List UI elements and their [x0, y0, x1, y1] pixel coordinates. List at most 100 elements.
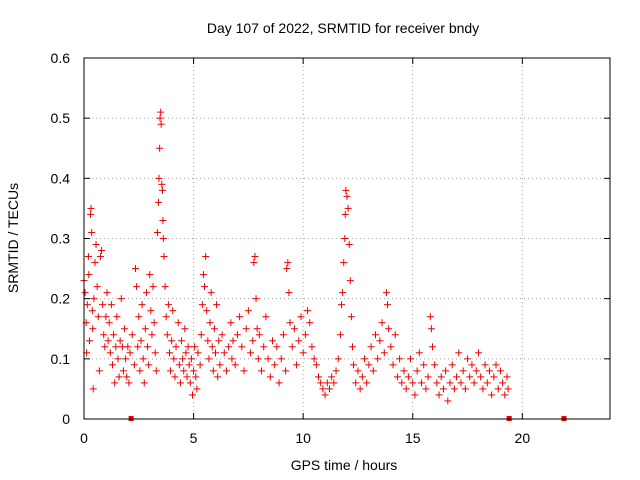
data-point	[501, 391, 509, 399]
data-point	[85, 271, 93, 279]
data-point	[212, 349, 219, 357]
data-point	[213, 301, 221, 309]
data-point	[108, 361, 116, 369]
data-point	[472, 367, 480, 375]
data-point	[341, 210, 349, 218]
data-point	[174, 319, 182, 327]
data-point	[225, 343, 233, 351]
data-point	[87, 210, 95, 218]
data-point	[391, 331, 399, 339]
data-point	[126, 349, 134, 357]
data-point	[418, 379, 426, 387]
data-point	[89, 385, 97, 393]
data-point	[87, 204, 95, 212]
data-point	[198, 301, 206, 309]
data-point	[374, 355, 382, 363]
data-point	[83, 301, 91, 309]
plot-frame	[83, 57, 611, 420]
data-point	[252, 295, 260, 303]
data-point	[182, 349, 190, 357]
x-axis-label: GPS time / hours	[291, 457, 398, 473]
data-point	[387, 343, 395, 351]
data-point	[341, 235, 349, 242]
data-point	[308, 343, 316, 351]
data-point	[162, 313, 170, 321]
data-point	[196, 361, 204, 369]
data-point	[453, 373, 461, 381]
data-point	[365, 361, 373, 369]
data-point	[227, 319, 235, 327]
data-point	[338, 301, 346, 309]
data-point	[95, 367, 103, 375]
data-point	[442, 367, 450, 375]
data-point	[481, 361, 489, 369]
data-point	[123, 373, 131, 381]
x-tick-label: 10	[295, 430, 311, 446]
data-point	[279, 331, 287, 339]
data-point	[199, 271, 207, 279]
data-point	[169, 307, 177, 315]
data-point	[400, 367, 408, 375]
data-point	[110, 331, 118, 339]
data-point	[325, 385, 333, 393]
data-point	[378, 319, 386, 327]
data-point	[398, 379, 406, 387]
data-point	[253, 325, 261, 333]
data-point	[96, 253, 104, 261]
y-tick-label: 0.1	[51, 351, 71, 367]
data-point	[283, 265, 291, 273]
data-point	[285, 289, 293, 297]
data-point	[301, 331, 309, 339]
data-point	[266, 373, 274, 381]
data-point	[201, 283, 209, 291]
data-point	[132, 265, 140, 273]
x-tick-label: 15	[405, 430, 421, 446]
data-point	[85, 337, 93, 345]
data-point	[277, 355, 285, 363]
data-point	[346, 277, 354, 285]
data-point	[113, 313, 121, 321]
data-point	[216, 361, 224, 369]
data-point	[244, 307, 252, 315]
data-point	[94, 313, 102, 321]
data-point	[215, 337, 223, 345]
data-point	[250, 259, 258, 267]
data-point	[122, 355, 130, 363]
data-point	[222, 367, 230, 375]
data-point	[125, 379, 133, 387]
data-point	[284, 259, 292, 267]
data-point	[88, 307, 96, 315]
data-point	[411, 391, 419, 399]
data-point	[88, 228, 96, 236]
data-point	[477, 373, 485, 381]
data-point	[203, 307, 211, 315]
data-point	[148, 331, 156, 339]
data-point	[299, 349, 307, 357]
data-point	[504, 385, 512, 393]
data-point	[233, 331, 241, 339]
data-point	[184, 343, 192, 351]
data-points	[80, 108, 567, 421]
data-point	[155, 198, 163, 206]
data-point	[134, 343, 142, 351]
data-point	[157, 108, 165, 116]
data-point	[81, 289, 89, 297]
data-point	[194, 349, 202, 357]
data-point	[339, 289, 347, 297]
data-point	[151, 349, 159, 357]
data-point	[367, 343, 375, 351]
data-point	[91, 259, 99, 267]
data-point	[205, 355, 213, 363]
data-point	[332, 367, 340, 375]
data-point	[170, 355, 178, 363]
data-point	[396, 355, 404, 363]
data-point	[188, 391, 196, 399]
y-tick-label: 0.2	[51, 291, 71, 307]
data-point	[260, 343, 268, 351]
data-point	[404, 373, 412, 381]
data-point	[192, 373, 200, 381]
data-point	[119, 367, 127, 375]
data-point	[297, 313, 305, 321]
data-point	[352, 379, 360, 387]
y-tick-label: 0.5	[51, 110, 71, 126]
